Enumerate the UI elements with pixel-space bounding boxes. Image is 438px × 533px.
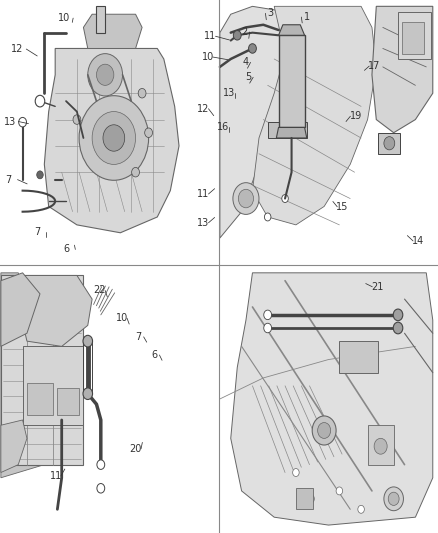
Circle shape <box>358 505 364 513</box>
Text: 10: 10 <box>116 313 128 323</box>
Bar <box>296 488 313 510</box>
Text: 12: 12 <box>11 44 24 54</box>
Bar <box>339 341 378 373</box>
Circle shape <box>233 183 259 214</box>
Text: 7: 7 <box>6 175 12 184</box>
Circle shape <box>97 483 105 493</box>
Polygon shape <box>231 273 433 525</box>
Text: 4: 4 <box>242 58 248 67</box>
Circle shape <box>308 495 314 503</box>
Circle shape <box>88 54 123 96</box>
Text: 11: 11 <box>204 31 216 41</box>
Circle shape <box>73 115 81 124</box>
Text: 15: 15 <box>336 202 349 212</box>
Text: 20: 20 <box>130 444 142 454</box>
Text: 13: 13 <box>223 88 236 98</box>
Polygon shape <box>276 127 307 138</box>
Circle shape <box>132 167 139 177</box>
Polygon shape <box>1 420 27 473</box>
Polygon shape <box>252 6 376 225</box>
Bar <box>268 122 307 138</box>
Text: 16: 16 <box>217 122 230 132</box>
Circle shape <box>19 117 27 127</box>
Circle shape <box>393 322 403 334</box>
Polygon shape <box>1 273 49 478</box>
Bar <box>96 6 105 33</box>
Circle shape <box>248 44 256 53</box>
Circle shape <box>97 460 105 470</box>
Circle shape <box>312 416 336 445</box>
Circle shape <box>374 438 387 454</box>
Polygon shape <box>12 276 92 346</box>
Text: 21: 21 <box>371 282 384 292</box>
Text: 13: 13 <box>4 117 16 126</box>
Bar <box>57 389 79 415</box>
Text: 10: 10 <box>58 13 71 23</box>
Text: 7: 7 <box>135 332 141 342</box>
Bar <box>403 22 424 54</box>
Circle shape <box>265 213 271 221</box>
Circle shape <box>145 128 152 138</box>
Circle shape <box>35 95 45 107</box>
Circle shape <box>238 189 254 208</box>
Circle shape <box>83 335 92 347</box>
Text: 6: 6 <box>64 245 70 254</box>
Text: 11: 11 <box>49 471 62 481</box>
Polygon shape <box>83 14 142 49</box>
Text: 6: 6 <box>151 350 157 360</box>
Bar <box>1 276 83 465</box>
Text: 5: 5 <box>245 72 251 82</box>
Circle shape <box>293 469 299 477</box>
Text: 13: 13 <box>197 218 209 228</box>
Circle shape <box>37 171 43 179</box>
Polygon shape <box>1 273 40 346</box>
Text: 3: 3 <box>268 9 274 18</box>
Bar <box>23 346 83 425</box>
Bar <box>378 133 400 154</box>
Circle shape <box>336 487 343 495</box>
Circle shape <box>103 125 125 151</box>
Circle shape <box>264 310 272 320</box>
Text: 7: 7 <box>34 227 40 237</box>
Text: 19: 19 <box>350 111 362 121</box>
Circle shape <box>318 423 331 439</box>
Polygon shape <box>279 25 304 35</box>
Circle shape <box>264 323 272 333</box>
Circle shape <box>384 487 403 511</box>
Circle shape <box>79 96 148 180</box>
Circle shape <box>282 195 288 203</box>
Bar <box>27 383 53 415</box>
Circle shape <box>92 111 136 164</box>
Text: 17: 17 <box>368 61 381 71</box>
Circle shape <box>388 492 399 505</box>
Polygon shape <box>44 49 179 233</box>
Circle shape <box>96 64 114 85</box>
Text: 22: 22 <box>94 286 106 295</box>
Circle shape <box>384 136 395 150</box>
Text: 11: 11 <box>197 189 209 199</box>
Polygon shape <box>220 6 307 238</box>
Text: 2: 2 <box>241 27 247 37</box>
Circle shape <box>233 30 241 40</box>
Bar <box>367 425 394 465</box>
Circle shape <box>138 88 146 98</box>
Bar <box>398 12 431 59</box>
Circle shape <box>83 388 92 400</box>
Bar <box>279 35 304 127</box>
Circle shape <box>393 309 403 321</box>
Polygon shape <box>372 6 433 133</box>
Text: 10: 10 <box>201 52 214 62</box>
Text: 14: 14 <box>412 236 424 246</box>
Text: 12: 12 <box>197 104 209 114</box>
Text: 1: 1 <box>304 12 310 22</box>
